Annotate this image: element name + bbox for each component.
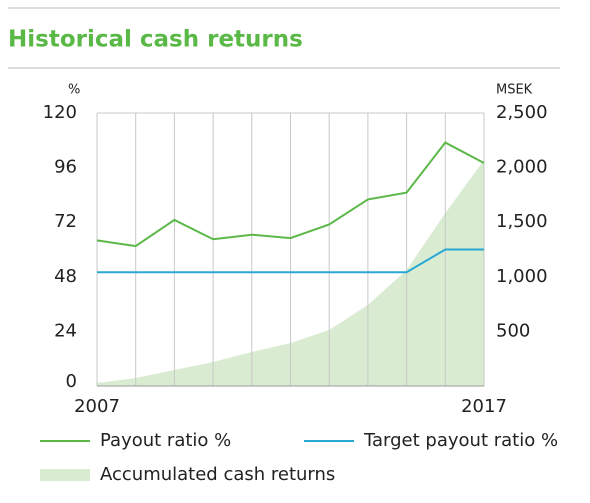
y2-tick-label: 500 (496, 320, 530, 341)
line (97, 248, 484, 274)
y2-axis-label: MSEK (496, 83, 533, 98)
y2-tick-label: 2,500 (496, 102, 548, 123)
area (97, 159, 484, 386)
y-tick-label: 48 (54, 266, 77, 287)
y-tick-label: 24 (54, 320, 77, 341)
x-tick-label: 2017 (461, 396, 507, 417)
x-tick-label: 2007 (74, 396, 120, 417)
y-axis-label: % (68, 83, 80, 98)
y-tick-label: 120 (43, 102, 77, 123)
legend-swatch (40, 469, 90, 481)
legend-label: Target payout ratio % (363, 430, 558, 451)
y2-tick-label: 1,000 (496, 266, 548, 287)
y2-tick-label: 2,000 (496, 157, 548, 178)
y-tick-label: 72 (54, 211, 77, 232)
line (96, 141, 485, 248)
chart-title: Historical cash returns (8, 27, 303, 53)
y2-tick-label: 1,500 (496, 211, 548, 232)
y-tick-label: 96 (54, 157, 77, 178)
y-tick-label: 0 (66, 371, 77, 392)
legend-label: Accumulated cash returns (100, 464, 335, 485)
legend-label: Payout ratio % (100, 430, 231, 451)
